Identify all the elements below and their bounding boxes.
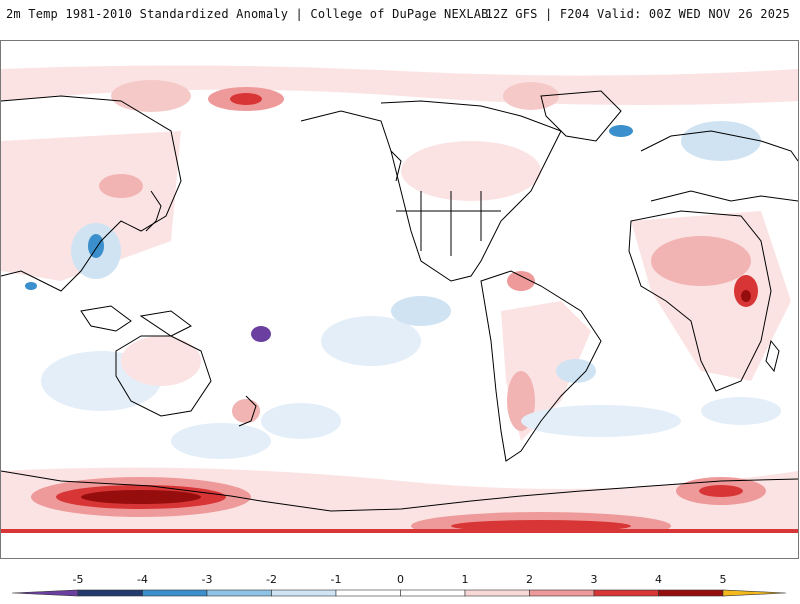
colorbar-swatch <box>464 589 530 597</box>
colorbar-tick-label: 1 <box>461 573 469 586</box>
colorbar-scale <box>11 589 787 597</box>
colorbar-swatch <box>335 589 401 597</box>
colorbar-tick-label: 5 <box>719 573 727 586</box>
colorbar-arrow-low <box>11 589 79 597</box>
colorbar-arrow-high <box>722 589 787 597</box>
colorbar-swatch <box>400 589 466 597</box>
colorbar-tick-label: 2 <box>526 573 533 586</box>
colorbar-tick-label: 4 <box>655 573 662 586</box>
map-panel <box>0 40 799 559</box>
colorbar-tick-label: -5 <box>72 573 84 586</box>
anomaly-shading <box>1 65 798 558</box>
colorbar-tick-label: -4 <box>137 573 148 586</box>
coastlines <box>1 90 798 512</box>
colorbar-swatch <box>529 589 595 597</box>
colorbar-swatches <box>11 589 787 597</box>
colorbar-swatch <box>77 589 143 597</box>
colorbar-swatch <box>271 589 337 597</box>
colorbar: -5 -4 -3 -2 -1 0 1 2 3 4 5 <box>0 562 800 600</box>
colorbar-swatch <box>206 589 272 597</box>
colorbar-swatch <box>142 589 208 597</box>
model-run-info: 12Z GFS | F204 Valid: 00Z WED NOV 26 202… <box>485 7 790 21</box>
map-title: 2m Temp 1981-2010 Standardized Anomaly |… <box>6 7 489 21</box>
anomaly-map <box>1 65 798 558</box>
colorbar-tick-label: -1 <box>330 573 342 586</box>
colorbar-swatch <box>658 589 724 597</box>
colorbar-tick-label: 0 <box>397 573 404 586</box>
colorbar-swatch <box>593 589 659 597</box>
colorbar-tick-label: 3 <box>590 573 598 586</box>
colorbar-tick-label: -2 <box>266 573 277 586</box>
colorbar-tick-label: -3 <box>201 573 213 586</box>
